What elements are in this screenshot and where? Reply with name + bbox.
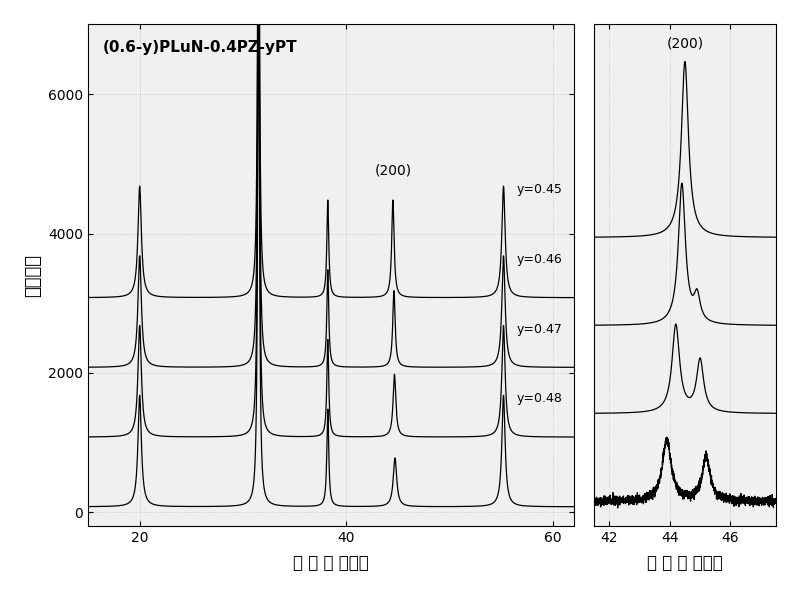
Text: y=0.46: y=0.46 bbox=[517, 253, 562, 266]
Text: y=0.47: y=0.47 bbox=[517, 323, 563, 335]
X-axis label: 衍 射 角 （度）: 衍 射 角 （度） bbox=[647, 553, 722, 572]
Text: y=0.45: y=0.45 bbox=[517, 183, 563, 196]
Text: y=0.48: y=0.48 bbox=[517, 392, 563, 405]
X-axis label: 衍 射 角 （度）: 衍 射 角 （度） bbox=[293, 553, 369, 572]
Text: (200): (200) bbox=[666, 37, 703, 51]
Text: (0.6-y)PLuN-0.4PZ-yPT: (0.6-y)PLuN-0.4PZ-yPT bbox=[102, 40, 297, 54]
Text: (200): (200) bbox=[374, 164, 411, 178]
Y-axis label: 衍射强度: 衍射强度 bbox=[25, 254, 42, 297]
